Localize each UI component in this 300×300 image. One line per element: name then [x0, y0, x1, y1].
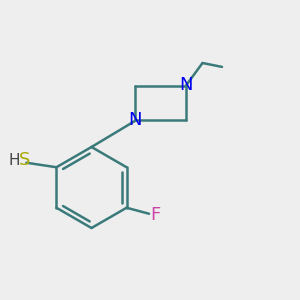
Text: H: H [8, 153, 20, 168]
Text: N: N [128, 111, 142, 129]
Text: N: N [179, 76, 193, 94]
Text: F: F [151, 206, 161, 224]
Text: S: S [19, 151, 31, 169]
